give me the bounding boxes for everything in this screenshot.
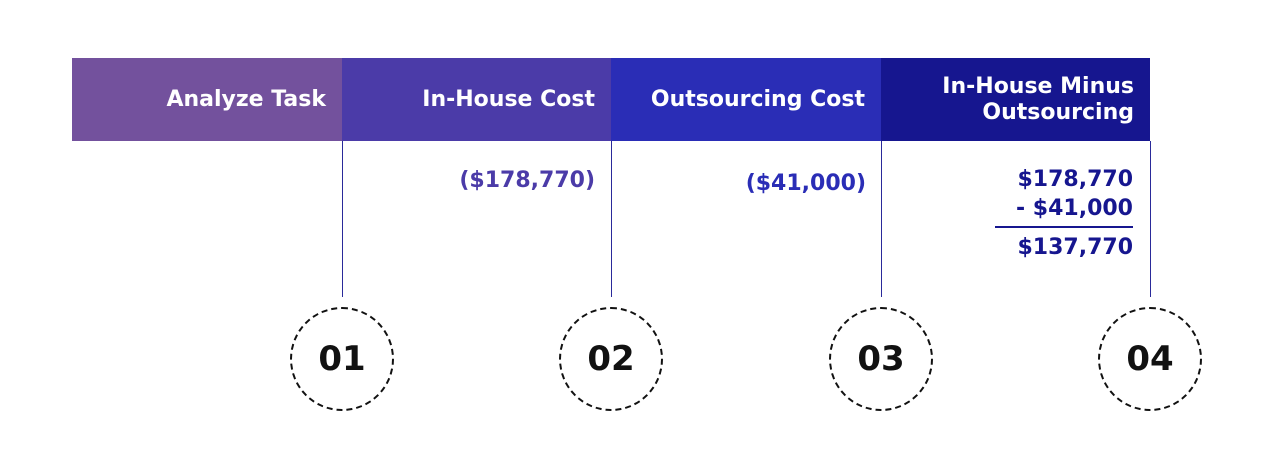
calc-result: $137,770 [1017, 235, 1133, 260]
calc-line: $178,770 [1017, 167, 1133, 192]
step-number: 01 [318, 339, 366, 379]
cost-value: ($178,770) [459, 168, 595, 193]
step-number: 02 [587, 339, 635, 379]
cost-value: ($41,000) [745, 171, 866, 196]
calc-line: - $41,000 [1016, 196, 1133, 221]
divider [1150, 141, 1151, 297]
column-header: In-House Minus Outsourcing [881, 58, 1150, 141]
step-badge: 02 [559, 307, 663, 411]
step-badge: 04 [1098, 307, 1202, 411]
divider [611, 141, 612, 297]
sum-rule [995, 226, 1133, 228]
step-badge: 01 [290, 307, 394, 411]
divider [881, 141, 882, 297]
divider [342, 141, 343, 297]
header-text: Analyze Task [166, 86, 326, 112]
step-number: 04 [1126, 339, 1174, 379]
step-badge: 03 [829, 307, 933, 411]
column-header: In-House Cost [342, 58, 611, 141]
column-header: Outsourcing Cost [611, 58, 881, 141]
step-number: 03 [857, 339, 905, 379]
header-text: In-House Minus Outsourcing [942, 73, 1134, 125]
column-header: Analyze Task [72, 58, 342, 141]
header-text: Outsourcing Cost [650, 86, 865, 112]
header-text: In-House Cost [422, 86, 595, 112]
